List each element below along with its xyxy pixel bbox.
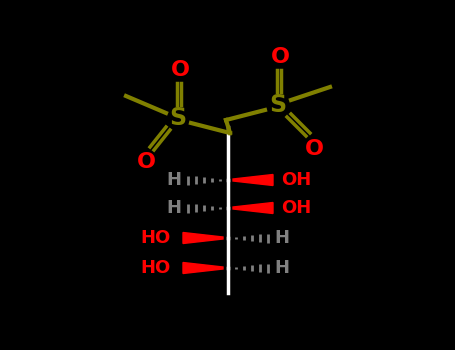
Text: HO: HO <box>141 259 171 277</box>
Text: OH: OH <box>281 171 311 189</box>
Text: H: H <box>167 199 182 217</box>
Polygon shape <box>183 262 223 273</box>
Text: OH: OH <box>281 199 311 217</box>
Text: HO: HO <box>141 229 171 247</box>
Text: O: O <box>171 60 189 80</box>
Text: S: S <box>269 93 287 117</box>
Text: O: O <box>136 152 156 172</box>
Text: S: S <box>169 106 187 130</box>
Text: H: H <box>274 259 289 277</box>
Polygon shape <box>233 203 273 214</box>
Text: H: H <box>167 171 182 189</box>
Text: O: O <box>271 47 289 67</box>
Text: H: H <box>274 229 289 247</box>
Polygon shape <box>183 232 223 244</box>
Text: O: O <box>304 139 324 159</box>
Polygon shape <box>233 175 273 186</box>
